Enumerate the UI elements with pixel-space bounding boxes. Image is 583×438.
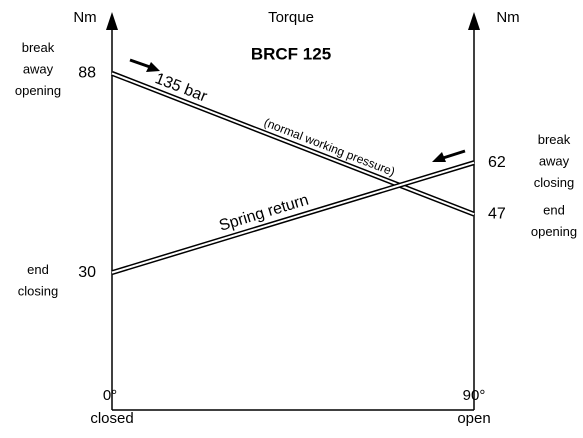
chart-title: Torque bbox=[268, 9, 314, 26]
annotation: away bbox=[539, 154, 570, 169]
annotation: break bbox=[22, 40, 55, 55]
series-line-inner bbox=[111, 72, 475, 216]
y2-axis-label: Nm bbox=[496, 9, 519, 26]
annotation: closing bbox=[18, 284, 58, 299]
annotation: closing bbox=[534, 175, 574, 190]
annotation: break bbox=[538, 132, 571, 147]
axis-arrow bbox=[468, 12, 480, 30]
value-label: 88 bbox=[78, 65, 96, 82]
axis-arrow bbox=[106, 12, 118, 30]
x-tick-label: 0° bbox=[103, 387, 117, 404]
annotation: opening bbox=[15, 83, 61, 98]
pointer-arrow bbox=[432, 149, 466, 162]
annotation: away bbox=[23, 61, 54, 76]
annotation: opening bbox=[531, 224, 577, 239]
value-label: 62 bbox=[488, 154, 506, 171]
chart-subtitle: BRCF 125 bbox=[251, 44, 331, 63]
value-label: 47 bbox=[488, 205, 506, 222]
x-tick-note: closed bbox=[90, 410, 133, 427]
annotation: end bbox=[543, 203, 565, 218]
x-tick-note: open bbox=[457, 410, 490, 427]
series-line-inner bbox=[111, 161, 475, 274]
annotation: end bbox=[27, 262, 49, 277]
series-note: (normal working pressure) bbox=[262, 115, 397, 179]
x-tick-label: 90° bbox=[463, 387, 486, 404]
y-axis-label: Nm bbox=[73, 9, 96, 26]
pointer-arrow bbox=[129, 58, 160, 72]
value-label: 30 bbox=[78, 264, 96, 281]
